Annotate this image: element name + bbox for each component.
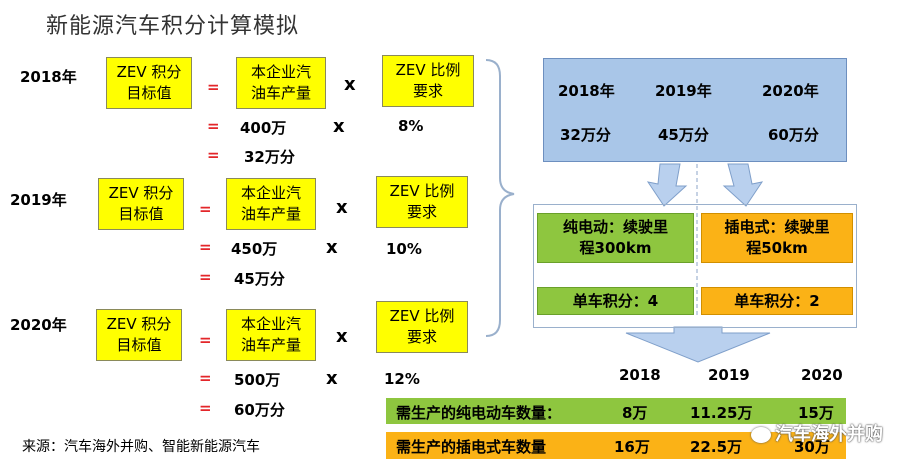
result-year: 2019 [708,366,750,384]
arrow-down-left-icon [646,163,688,207]
ratio-req-line1: ZEV 比例 [395,61,461,79]
production-line2: 油车产量 [250,84,311,102]
summary-points: 32万分 [560,126,611,144]
source-caption: 来源：汽车海外并购、智能新能源汽车 [22,439,260,455]
equals-sign: = [207,146,220,164]
year-label-2018: 2018年 [20,68,77,86]
phev-row-label: 需生产的插电式车数量 [396,438,547,456]
zev-target-line1: ZEV 积分 [106,315,172,333]
ratio-req-line1: ZEV 比例 [389,182,455,200]
vehicle-type-panel [533,204,857,328]
equals-sign: = [199,399,212,417]
year-label-2019: 2019年 [10,191,67,209]
summary-points: 45万分 [658,126,709,144]
zev-target-line1: ZEV 积分 [108,184,174,202]
summary-year: 2018年 [558,82,615,100]
ratio-req-box: ZEV 比例 要求 [376,301,468,353]
equals-sign: = [207,78,220,96]
bev-row-label: 需生产的纯电动车数量： [396,404,562,422]
bev-row-value: 11.25万 [690,404,753,422]
equals-sign: = [199,369,212,387]
bev-desc-line2: 程300km [579,239,652,257]
ratio-req-box: ZEV 比例 要求 [376,176,468,228]
result-value: 45万分 [234,270,285,288]
production-box: 本企业汽 油车产量 [236,57,326,109]
equals-sign: = [199,238,212,256]
ratio-value: 8% [398,117,424,135]
zev-target-line2: 目标值 [118,205,164,223]
times-sign: x [333,116,345,137]
times-sign: x [326,368,338,389]
zev-target-line2: 目标值 [126,84,172,102]
phev-desc-box: 插电式：续驶里 程50km [701,213,853,263]
result-value: 32万分 [244,148,295,166]
times-sign: x [336,326,348,347]
equals-sign: = [199,331,212,349]
times-sign: x [336,197,348,218]
production-box: 本企业汽 油车产量 [226,178,316,230]
zev-target-box: ZEV 积分 目标值 [98,178,184,230]
production-value: 450万 [231,240,278,258]
production-line1: 本企业汽 [250,63,311,81]
equals-sign: = [199,200,212,218]
ratio-req-line2: 要求 [406,203,437,221]
production-line1: 本企业汽 [240,315,301,333]
ratio-value: 10% [386,240,422,258]
equals-sign: = [207,117,220,135]
times-sign: x [344,74,356,95]
year-label-2020: 2020年 [10,316,67,334]
production-line2: 油车产量 [240,205,301,223]
times-sign: x [326,237,338,258]
bev-row-value: 15万 [798,404,834,422]
summary-points: 60万分 [768,126,819,144]
curly-brace [485,59,515,337]
ratio-req-line2: 要求 [406,328,437,346]
ratio-req-line1: ZEV 比例 [389,307,455,325]
ratio-req-line2: 要求 [412,82,443,100]
phev-desc-line2: 程50km [746,239,808,257]
equals-sign: = [199,268,212,286]
ratio-value: 12% [384,370,420,388]
arrow-down-right-icon [722,163,764,207]
bev-desc-box: 纯电动：续驶里 程300km [537,213,694,263]
result-year: 2018 [619,366,661,384]
phev-row-value: 22.5万 [690,438,743,456]
bev-result-row [386,398,846,424]
production-value: 400万 [240,119,287,137]
zev-target-line1: ZEV 积分 [116,63,182,81]
zev-target-line2: 目标值 [116,336,162,354]
summary-year: 2019年 [655,82,712,100]
summary-box [543,58,847,162]
zev-target-box: ZEV 积分 目标值 [106,57,192,109]
wechat-icon [751,427,771,443]
arrow-down-big-icon [625,326,771,363]
watermark-text: 汽车海外并购 [775,424,883,445]
bev-row-value: 8万 [622,404,648,422]
bev-credit-box: 单车积分：4 [537,287,694,315]
zev-target-box: ZEV 积分 目标值 [96,309,182,361]
ratio-req-box: ZEV 比例 要求 [382,55,474,107]
watermark: 汽车海外并购 [751,420,883,446]
page-title: 新能源汽车积分计算模拟 [46,14,300,39]
phev-row-value: 16万 [614,438,650,456]
bev-desc-line1: 纯电动：续驶里 [562,218,668,236]
production-line2: 油车产量 [240,336,301,354]
production-value: 500万 [234,371,281,389]
summary-year: 2020年 [762,82,819,100]
production-line1: 本企业汽 [240,184,301,202]
phev-credit-box: 单车积分：2 [701,287,853,315]
production-box: 本企业汽 油车产量 [226,309,316,361]
phev-desc-line1: 插电式：续驶里 [724,218,830,236]
result-year: 2020 [801,366,843,384]
result-value: 60万分 [234,401,285,419]
phev-row-value: 30万 [794,438,830,456]
